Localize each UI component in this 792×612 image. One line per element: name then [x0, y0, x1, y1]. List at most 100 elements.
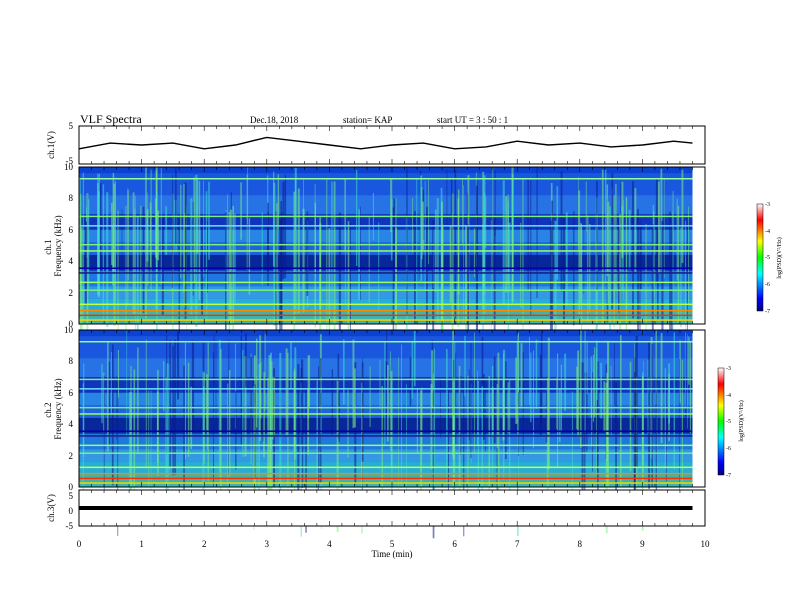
figure-title: VLF Spectra — [80, 112, 142, 126]
ch2-spectrogram-streak — [539, 354, 542, 437]
ch1-spectrogram-streak — [127, 190, 129, 281]
ch1-spectrogram-streak — [467, 175, 470, 225]
ch2-spectrogram-streak — [242, 349, 244, 457]
ch2-colorbar-ticks: -3 -4 -5 -6 -7 — [726, 366, 731, 479]
ch2-spectrogram-band — [79, 330, 693, 337]
ch1-spectrogram-streak — [512, 179, 514, 232]
ch1-waveform-line — [78, 136, 693, 150]
ch1-spectrogram-streak — [583, 226, 585, 294]
ch1-spectrogram-streak — [390, 199, 393, 261]
ch2-spectrogram-streak — [614, 343, 615, 406]
date-label: Dec.18, 2018 — [250, 115, 299, 125]
ch1-spectrogram-streak — [676, 198, 678, 281]
ch1-colorbar — [756, 203, 764, 312]
ch3-ytick-top: 5 — [69, 491, 74, 501]
ch2-spectrogram-tone-line — [79, 466, 693, 469]
ch1-spectrogram-streak — [234, 213, 236, 303]
ch2-spectrogram-streak — [518, 392, 519, 456]
ch1-spectrogram-streak — [632, 180, 634, 319]
ch1-spectrogram-streak — [230, 209, 232, 326]
ch1-spectrogram-band — [79, 311, 693, 324]
ch2-spectrogram-streak — [379, 360, 381, 410]
ch1-spectrogram-band — [79, 298, 693, 312]
ch2-spectrogram-streak — [615, 382, 617, 505]
ch1-spectrogram-streak — [198, 180, 201, 300]
ch1-spectrogram-streak — [476, 179, 478, 334]
ch2-spectrogram-streak — [668, 363, 670, 424]
ch1-spectrogram-band — [79, 173, 693, 196]
ch1-spectrogram-streak — [530, 180, 532, 315]
ch2-spectrogram-streak — [369, 366, 371, 427]
ch2-spectrogram-streak — [268, 355, 271, 495]
ch1-spectrogram-streak — [157, 210, 160, 261]
ch1-spectrogram-streak — [267, 175, 269, 225]
ch1-cb-tick-m4: -4 — [765, 229, 770, 235]
ch1-spectrogram-streak — [637, 209, 639, 349]
ch2-spectrogram-tone-line — [79, 430, 693, 432]
ch2-spectrogram-streak — [586, 372, 588, 452]
ch2-spectrogram-streak — [220, 349, 222, 492]
ch1-spectrogram-streak — [450, 179, 453, 268]
ch2-spectrogram-streak — [533, 350, 534, 449]
ch2-spectrogram-streak — [352, 339, 355, 429]
time-axis-label: Time (min) — [372, 549, 413, 559]
ch2-spectrogram-streak — [685, 332, 686, 409]
ch2-spectrogram-streak — [455, 352, 457, 446]
ch1-spectrogram-streak — [172, 174, 174, 288]
ch1-spectrogram-streak — [86, 193, 89, 331]
ch1-ytick-0: 0 — [69, 319, 74, 329]
ch1-spectrogram-streak — [240, 182, 242, 240]
ch2-spectrogram-streak — [655, 378, 657, 498]
ch1-spectrogram-streak — [114, 180, 116, 300]
ch2-spectrogram-streak — [389, 351, 391, 451]
ch1-spectrogram-streak — [527, 179, 529, 290]
ch2-spectrogram-streak — [244, 355, 247, 457]
ch1-ytick-2: 2 — [69, 288, 74, 298]
ch2-spectrogram-streak — [101, 364, 103, 424]
ch1-spectrogram-streak — [111, 202, 113, 265]
ch2-spectrogram-streak — [213, 351, 214, 488]
ch1-spectrogram-streak — [161, 215, 164, 316]
ch2-spectrogram-streak — [591, 388, 593, 447]
ch1-ytick-top: 5 — [69, 121, 74, 131]
ch1-spectrogram-tone-line — [79, 289, 693, 291]
ch2-spectrogram-streak — [347, 390, 349, 458]
ch2-spectrogram-ylabel: ch.2 Frequency (kHz) — [43, 378, 63, 439]
ch2-spectrogram-streak — [592, 372, 593, 472]
ch2-spectrogram-band — [79, 336, 693, 359]
ch1-waveform-ylabel: ch.1(V) — [46, 131, 56, 159]
ch1-spectrogram-streak — [156, 191, 158, 332]
ch2-spectrogram-streak — [361, 362, 364, 462]
ch2-spectrogram-streak — [279, 352, 282, 499]
ch2-ytick-10: 10 — [64, 325, 74, 335]
ch1-spectrogram-streak — [454, 169, 457, 325]
ch1-spectrogram-streak — [102, 184, 105, 324]
ch1-spectrogram-streak — [246, 174, 248, 270]
ch1-spectrogram-streak — [554, 220, 557, 356]
ch1-spectrogram-streak — [112, 210, 114, 304]
ch1-spectrogram-streak — [97, 183, 100, 295]
ch2-spectrogram-streak — [467, 375, 469, 491]
ch1-spectrogram-band — [79, 254, 693, 271]
ch3-ytick-bottom: -5 — [66, 521, 74, 531]
time-tick-label: 4 — [327, 539, 332, 549]
ch1-spectrogram-streak — [368, 216, 370, 302]
ch1-spectrogram-streak — [326, 179, 328, 333]
ch2-spectrogram-streak — [148, 390, 150, 488]
ch2-spectrogram-streak — [331, 369, 333, 435]
ch2-spectrogram-streak — [117, 383, 119, 536]
ch1-spectrogram-streak — [349, 221, 351, 345]
ch2-spectrogram-streak — [343, 339, 345, 405]
ch2-spectrogram-streak — [157, 370, 159, 476]
ch2-spectrogram-streak — [319, 358, 322, 483]
ch2-spectrogram-streak — [163, 361, 165, 412]
ch1-spectrogram-streak — [618, 219, 620, 313]
ch2-spectrogram-streak — [679, 340, 681, 403]
ch1-spectrogram-streak — [462, 179, 463, 244]
ch1-spectrogram-streak — [613, 195, 615, 328]
ch1-spectrogram-streak — [247, 167, 249, 224]
ch1-spectrogram-yticks: 0 2 4 6 8 10 — [64, 162, 74, 329]
ch2-spectrogram-band — [79, 474, 693, 487]
ch1-spectrogram-streak — [463, 184, 464, 325]
ch2-spectrogram-streak — [235, 343, 236, 429]
